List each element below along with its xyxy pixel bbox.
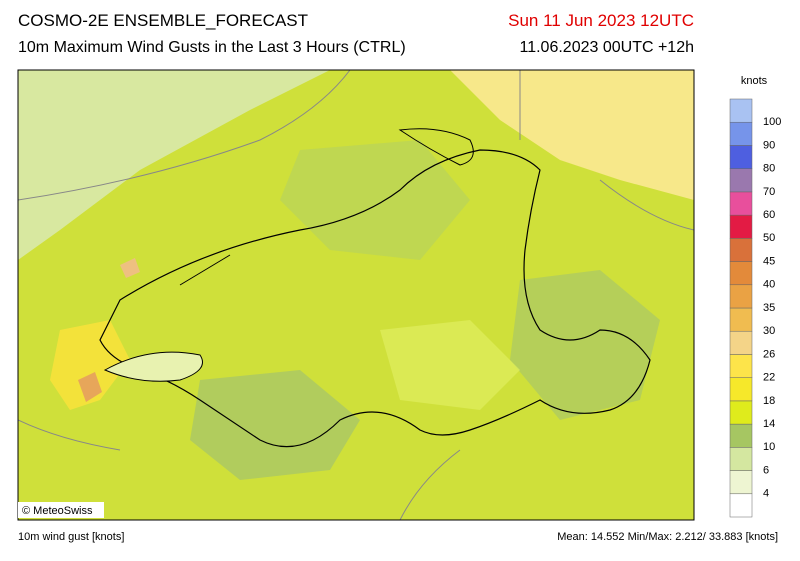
footer-left: 10m wind gust [knots] (18, 531, 124, 543)
legend-label: 22 (763, 372, 775, 384)
green-area (190, 370, 360, 480)
legend-label: 26 (763, 348, 775, 360)
map: © MeteoSwiss (17, 69, 695, 521)
legend-label: 4 (763, 488, 769, 500)
color-box (729, 354, 753, 378)
legend-label: 30 (763, 325, 775, 337)
color-box (729, 168, 753, 193)
valid-time: Sun 11 Jun 2023 12UTC (508, 11, 694, 30)
color-box (729, 214, 753, 239)
legend-label: 10 (763, 441, 775, 453)
color-box (729, 447, 753, 471)
color-box (729, 121, 753, 146)
legend-label: 60 (763, 209, 775, 221)
green-area (280, 140, 470, 260)
color-box (729, 400, 753, 425)
lake (398, 128, 474, 166)
legend-label: 100 (763, 116, 781, 128)
color-box (729, 145, 753, 169)
legend-label: 18 (763, 395, 775, 407)
orange-area (78, 372, 102, 402)
legend-label: 70 (763, 186, 775, 198)
legend-label: 40 (763, 279, 775, 291)
title: COSMO-2E ENSEMBLE_FORECAST (18, 11, 308, 30)
legend-label: 50 (763, 232, 775, 244)
color-box (729, 238, 753, 262)
country-border (99, 149, 651, 448)
color-box (729, 284, 753, 309)
colorbar: knots 4 6 10 14 18 22 26 30 35 40 45 50 60 70 80 90 100 (729, 75, 781, 518)
footer-right: Mean: 14.552 Min/Max: 2.212/ 33.883 [kno… (557, 531, 778, 543)
color-box (729, 98, 753, 123)
orange-area (120, 258, 140, 278)
map-frame (17, 69, 695, 521)
yellow-area (450, 70, 694, 200)
color-box (729, 261, 753, 286)
region-border (18, 70, 694, 520)
legend-label: 45 (763, 255, 775, 267)
legend-unit: knots (741, 75, 768, 87)
color-box (729, 330, 753, 355)
color-box (729, 307, 753, 332)
legend-label: 14 (763, 418, 775, 430)
subtitle: 10m Maximum Wind Gusts in the Last 3 Hou… (18, 39, 406, 56)
yellow-area (50, 320, 130, 410)
legend-label: 35 (763, 302, 775, 314)
low-wind-area (18, 70, 330, 260)
green-area (510, 270, 660, 420)
legend-label: 80 (763, 163, 775, 175)
color-box (729, 191, 753, 216)
lake (179, 254, 231, 286)
credit-box (18, 502, 104, 518)
legend-label: 90 (763, 139, 775, 151)
color-box (729, 470, 753, 495)
credit: © MeteoSwiss (22, 505, 93, 517)
color-box (729, 423, 753, 448)
lake (103, 351, 203, 382)
color-box (729, 377, 753, 402)
legend-label: 6 (763, 464, 769, 476)
color-box (729, 493, 753, 518)
run-time: 11.06.2023 00UTC +12h (520, 39, 695, 56)
yellow-area (380, 320, 520, 410)
